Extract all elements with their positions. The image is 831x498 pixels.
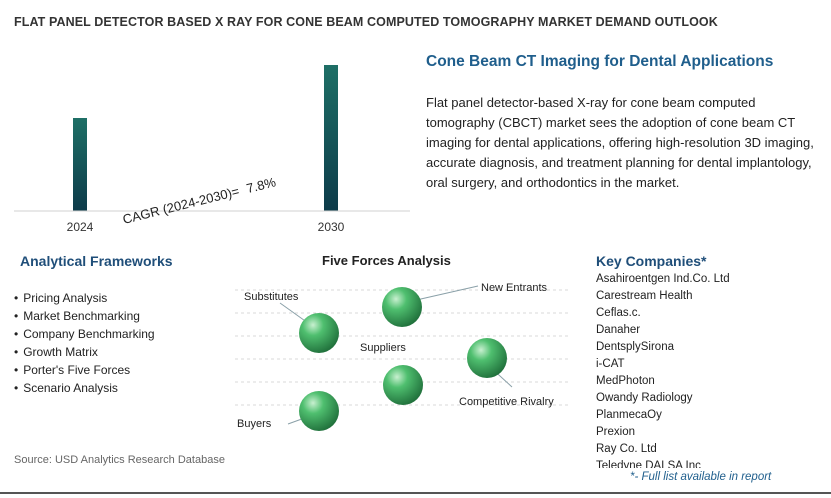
cagr-annotation: CAGR (2024-2030)= 7.8% bbox=[121, 174, 278, 227]
source-note: Source: USD Analytics Research Database bbox=[14, 454, 225, 466]
key-companies-list: Asahiroentgen Ind.Co. Ltd Carestream Hea… bbox=[596, 271, 821, 468]
cagr-label: CAGR (2024-2030)= bbox=[121, 183, 241, 226]
force-ball bbox=[383, 365, 423, 405]
list-item: Ray Co. Ltd bbox=[596, 443, 657, 455]
force-ball bbox=[382, 287, 422, 327]
force-ball bbox=[467, 338, 507, 378]
x-tick-label: 2024 bbox=[67, 220, 94, 234]
list-item: PlanmecaOy bbox=[596, 409, 662, 421]
list-item: MedPhoton bbox=[596, 375, 655, 387]
list-item: i-CAT bbox=[596, 358, 625, 370]
x-tick-label: 2030 bbox=[318, 220, 345, 234]
summary-title: Cone Beam CT Imaging for Dental Applicat… bbox=[426, 53, 774, 70]
list-item: Company Benchmarking bbox=[14, 325, 154, 343]
page-title: FLAT PANEL DETECTOR BASED X RAY FOR CONE… bbox=[14, 15, 718, 29]
list-item: Scenario Analysis bbox=[14, 379, 155, 397]
list-item: Teledyne DALSA Inc bbox=[596, 460, 701, 468]
full-list-note: *- Full list available in report bbox=[630, 471, 772, 483]
bar-2024 bbox=[73, 118, 87, 211]
bottom-divider bbox=[0, 492, 831, 494]
five-forces-title: Five Forces Analysis bbox=[322, 253, 451, 268]
list-item: Market Benchmarking bbox=[14, 307, 155, 325]
list-item: DentsplySirona bbox=[596, 341, 674, 353]
market-bar-chart: 2024 2030 CAGR (2024-2030)= 7.8% bbox=[14, 65, 410, 234]
list-item: Ceflas.c. bbox=[596, 307, 641, 319]
list-item: Danaher bbox=[596, 324, 641, 336]
label-buyers: Buyers bbox=[237, 418, 272, 430]
list-item: Growth Matrix bbox=[14, 343, 155, 361]
five-forces-diagram: Substitutes New Entrants Suppliers Compe… bbox=[235, 282, 570, 431]
label-competitive-rivalry: Competitive Rivalry bbox=[459, 396, 554, 408]
key-companies-list-container: Asahiroentgen Ind.Co. Ltd Carestream Hea… bbox=[596, 271, 821, 468]
frameworks-list: Pricing Analysis Market Benchmarking Com… bbox=[14, 289, 155, 397]
summary-text: Flat panel detector-based X-ray for cone… bbox=[426, 95, 814, 190]
bar-2030 bbox=[324, 65, 338, 211]
key-companies-title: Key Companies* bbox=[596, 253, 707, 269]
frameworks-title: Analytical Frameworks bbox=[20, 253, 173, 269]
list-item: Prexion bbox=[596, 426, 635, 438]
list-item: Pricing Analysis bbox=[14, 289, 155, 307]
list-item: Owandy Radiology bbox=[596, 392, 693, 404]
label-new-entrants: New Entrants bbox=[481, 282, 548, 294]
force-ball bbox=[299, 391, 339, 431]
connector-line bbox=[411, 285, 479, 302]
label-substitutes: Substitutes bbox=[244, 291, 299, 303]
list-item: Asahiroentgen Ind.Co. Ltd bbox=[596, 273, 730, 285]
label-suppliers: Suppliers bbox=[360, 342, 406, 354]
list-item: Carestream Health bbox=[596, 290, 693, 302]
list-item: Porter's Five Forces bbox=[14, 361, 155, 379]
cagr-value: 7.8% bbox=[245, 174, 278, 196]
force-ball bbox=[299, 313, 339, 353]
connector-line bbox=[279, 302, 309, 324]
